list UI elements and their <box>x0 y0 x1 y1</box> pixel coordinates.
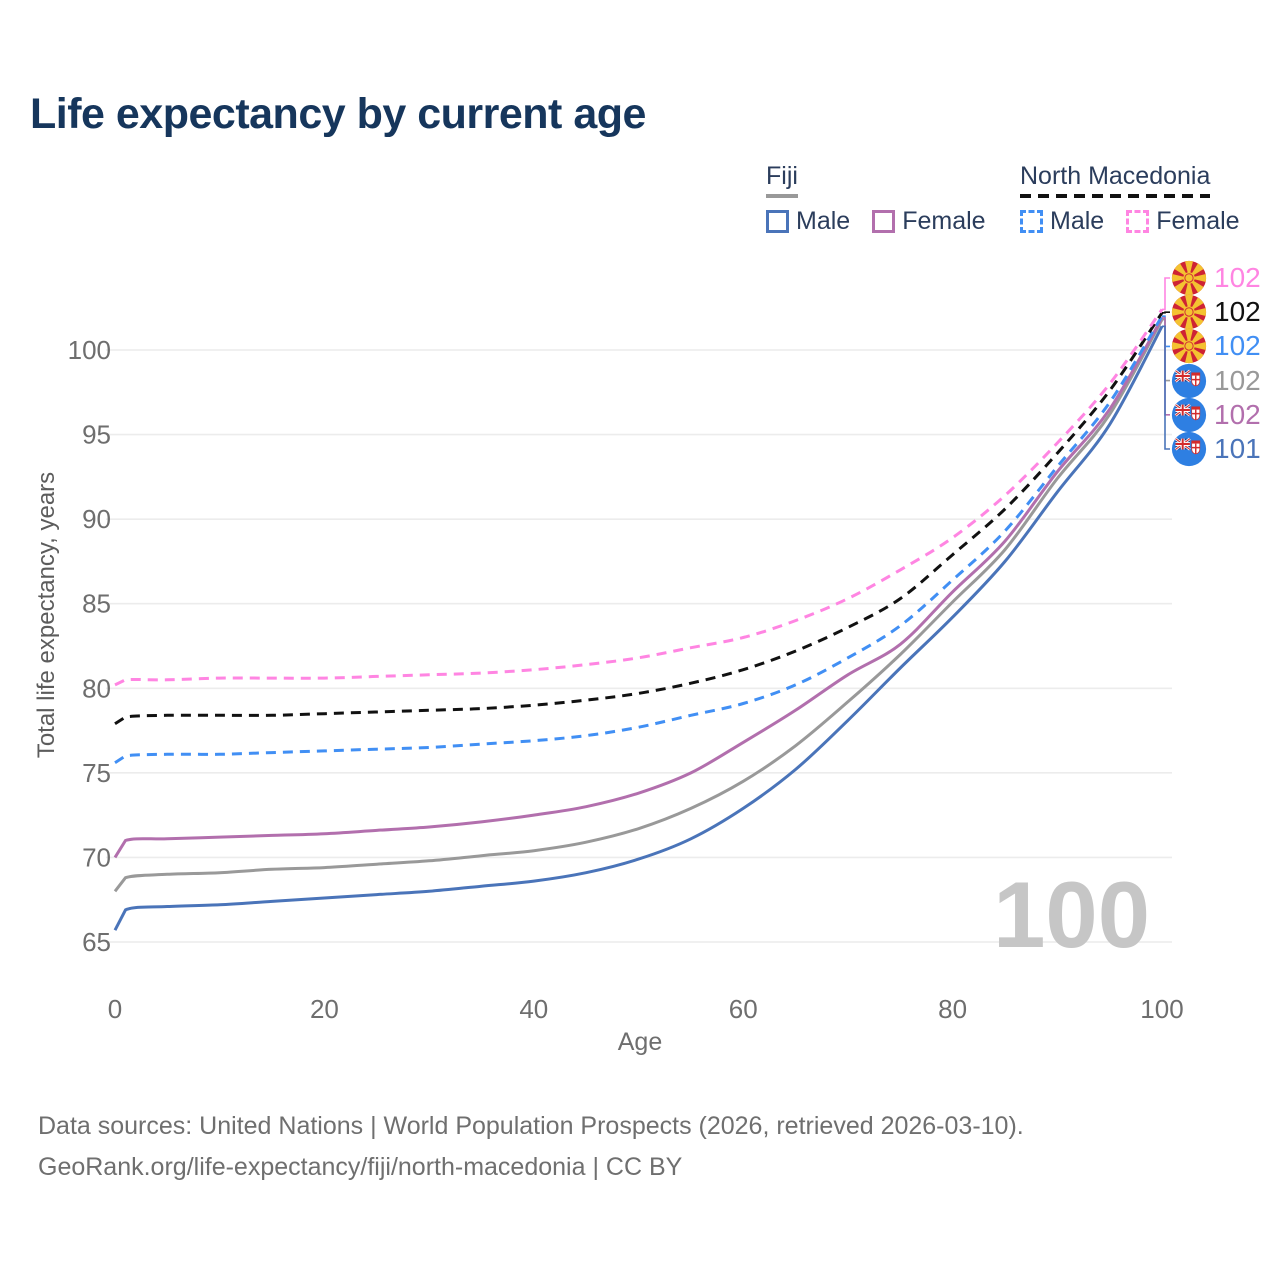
leader-line <box>1162 325 1170 450</box>
legend-group-header: Fiji <box>766 162 798 198</box>
series-line-fiji-female[interactable] <box>113 317 1164 859</box>
series-line-fiji-male[interactable] <box>113 325 1164 931</box>
legend-group-linestyle-sample <box>766 194 798 198</box>
legend-group-north-macedonia: North Macedonia Male Female <box>1020 162 1240 236</box>
end-label-fiji-both-sexes: 102 <box>1171 362 1261 400</box>
end-label-value: 101 <box>1214 433 1261 464</box>
end-label-fiji-male: 101 <box>1171 430 1261 468</box>
y-tick-label: 70 <box>82 842 111 872</box>
end-label-fiji-female: 102 <box>1171 396 1261 434</box>
end-label-value: 102 <box>1214 364 1261 396</box>
fiji-flag-icon <box>1171 363 1207 398</box>
legend-item-label: Female <box>902 207 986 235</box>
y-tick-label: 95 <box>82 420 111 450</box>
series-line-north-macedonia-male[interactable] <box>114 315 1164 764</box>
legend-swatch <box>1020 210 1043 233</box>
legend-item-north-macedonia-male[interactable]: Male <box>1020 207 1104 236</box>
hovered-age-indicator: 100 <box>993 862 1150 967</box>
end-label-value: 102 <box>1214 330 1261 362</box>
y-tick-label: 80 <box>82 673 111 703</box>
legend-item-north-macedonia-female[interactable]: Female <box>1126 207 1240 236</box>
y-tick-label: 75 <box>82 758 111 788</box>
y-tick-label: 90 <box>82 504 111 534</box>
chart-footer: Data sources: United Nations | World Pop… <box>38 1106 1024 1187</box>
x-tick-label: 20 <box>310 994 339 1024</box>
series-line-north-macedonia-female[interactable] <box>114 308 1164 687</box>
x-axis-title: Age <box>617 1028 663 1056</box>
fiji-flag-icon <box>1171 431 1207 467</box>
end-label-north-macedonia-both-sexes: 102 <box>1171 293 1261 331</box>
end-label-value: 102 <box>1214 262 1261 293</box>
legend-group-fiji: Fiji Male Female <box>766 162 986 236</box>
series-line-north-macedonia-both-sexes[interactable] <box>114 311 1164 726</box>
north-macedonia-flag-icon <box>1171 329 1207 364</box>
legend-item-fiji-female[interactable]: Female <box>872 207 986 236</box>
attribution-line: GeoRank.org/life-expectancy/fiji/north-m… <box>38 1152 683 1181</box>
leader-line <box>1162 311 1170 314</box>
north-macedonia-flag-icon <box>1171 260 1207 296</box>
leader-line <box>1162 317 1170 416</box>
legend-group-title: Fiji <box>766 162 798 190</box>
y-tick-label: 65 <box>82 927 111 957</box>
legend-swatch <box>1126 210 1150 233</box>
x-tick-label: 60 <box>729 994 758 1024</box>
end-label-value: 102 <box>1214 296 1261 328</box>
leader-line <box>1162 277 1170 311</box>
chart-legend: Fiji Male Female North Macedonia Male Female <box>0 0 1280 260</box>
legend-item-label: Male <box>1050 207 1105 235</box>
leader-line <box>1162 315 1170 348</box>
y-axis-title: Total life expectancy, years <box>33 471 60 759</box>
y-tick-label: 100 <box>68 335 111 365</box>
x-tick-label: 40 <box>519 994 548 1024</box>
x-tick-label: 100 <box>1140 994 1183 1024</box>
legend-swatch <box>766 210 789 233</box>
x-tick-label: 80 <box>938 994 967 1024</box>
fiji-flag-icon <box>1171 397 1207 432</box>
end-label-north-macedonia-female: 102 <box>1171 259 1261 297</box>
series-line-fiji-both-sexes[interactable] <box>113 318 1164 893</box>
legend-group-header: North Macedonia <box>1020 162 1211 198</box>
legend-swatch <box>872 210 896 233</box>
north-macedonia-flag-icon <box>1171 295 1207 330</box>
legend-item-label: Female <box>1156 207 1240 235</box>
legend-group-linestyle-sample <box>1020 194 1211 198</box>
end-label-north-macedonia-male: 102 <box>1171 327 1261 365</box>
x-tick-label: 0 <box>108 994 122 1024</box>
data-sources-line: Data sources: United Nations | World Pop… <box>38 1112 1024 1140</box>
chart-title: Life expectancy by current age <box>30 90 646 138</box>
legend-group-title: North Macedonia <box>1020 162 1211 190</box>
y-tick-label: 85 <box>82 589 111 619</box>
legend-item-label: Male <box>796 207 851 235</box>
end-label-value: 102 <box>1214 398 1261 430</box>
legend-item-fiji-male[interactable]: Male <box>766 207 850 236</box>
